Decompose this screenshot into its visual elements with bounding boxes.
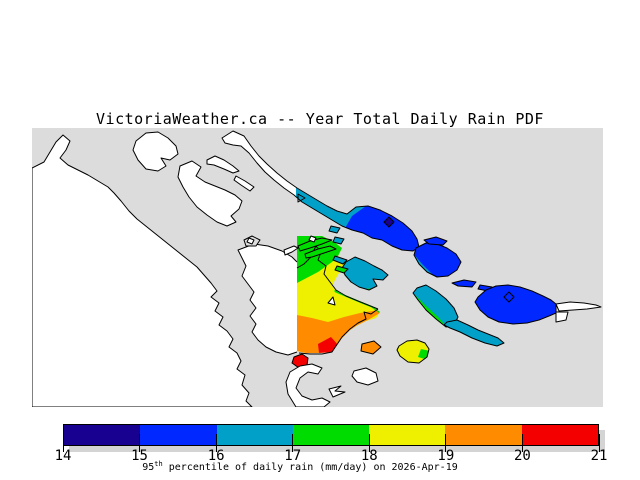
colorbar-tick-label: 19 [437, 448, 455, 464]
colorbar-tick [598, 434, 600, 452]
saltspring-station-triangle-icon [327, 296, 336, 306]
colorbar-tick-label: 15 [131, 448, 148, 464]
colorbar-tick [445, 434, 447, 452]
colorbar-tick [139, 434, 141, 452]
galiano-south-islets [328, 225, 345, 245]
thetis-island [132, 131, 179, 172]
colorbar-segment-green [292, 425, 370, 445]
saturna-station-diamond-icon [503, 291, 515, 303]
galiano-west-station-triangle-icon [297, 193, 306, 203]
saltspring-west-coastline [237, 243, 298, 356]
vancouver-island [32, 134, 253, 407]
wallace-islands [283, 237, 337, 259]
islet-dot-1 [246, 237, 255, 245]
rain-pdf-map [32, 128, 603, 407]
galiano-station-diamond-icon [383, 216, 395, 228]
colorbar-segment-orange [445, 425, 522, 445]
orange-islet [360, 340, 382, 355]
colorbar-tick-label: 21 [590, 448, 608, 464]
south-pender-island [443, 319, 505, 347]
colorbar-segment-navy [64, 425, 141, 445]
colorbar-tick [521, 434, 523, 452]
colorbar-segment-red [521, 425, 598, 445]
caption-superscript: th [154, 460, 163, 468]
southern-islets [285, 363, 379, 407]
colorbar-tick-label: 20 [513, 448, 531, 464]
colorbar-tick-label: 14 [54, 448, 72, 464]
band-20-21 [318, 337, 338, 353]
colorbar [63, 424, 599, 446]
colorbar-segment-yellow [369, 425, 446, 445]
saturna-island [474, 284, 602, 325]
band-19-20 [297, 310, 380, 353]
saturna-east-point [555, 301, 602, 312]
moresby-island [396, 339, 430, 364]
saltspring-island-west [238, 244, 297, 355]
colorbar-tick-label: 18 [360, 448, 378, 464]
penelakut-island [177, 160, 243, 227]
islet-dot-2 [308, 235, 317, 243]
colorbar-tick-label: 16 [207, 448, 225, 464]
colorbar-tick [62, 434, 64, 452]
colorbar-segment-teal [216, 425, 293, 445]
secretary-islands [206, 155, 255, 192]
mayne-island [413, 236, 462, 278]
colorbar-tick [215, 434, 217, 452]
colorbar-segment-blue [140, 425, 217, 445]
page-title: VictoriaWeather.ca -- Year Total Daily R… [96, 110, 544, 128]
colorbar-tick [368, 434, 370, 452]
caption-rest: percentile of daily rain (mm/day) on 202… [162, 462, 458, 473]
colorbar-tick-label: 17 [284, 448, 302, 464]
colorbar-tick [292, 434, 294, 452]
caption-prefix: 95 [142, 462, 155, 473]
colorbar-caption: 95th percentile of daily rain (mm/day) o… [0, 460, 600, 473]
